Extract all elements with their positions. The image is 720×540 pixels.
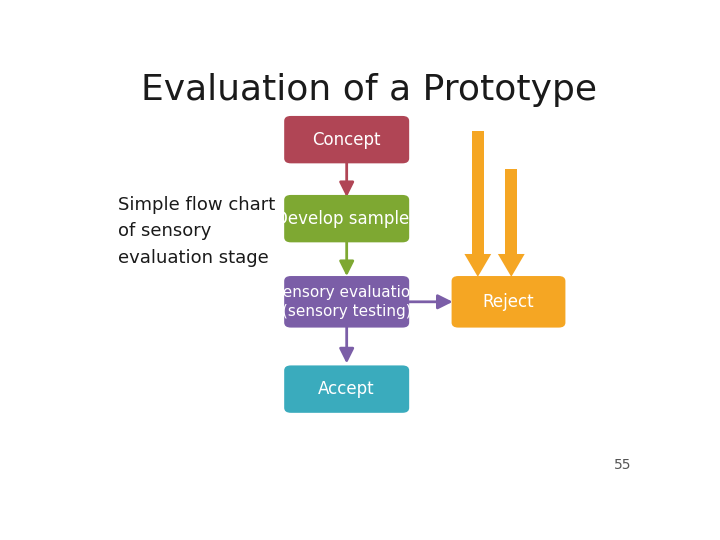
Polygon shape <box>498 254 525 277</box>
FancyBboxPatch shape <box>472 131 484 254</box>
Text: 55: 55 <box>613 458 631 472</box>
FancyBboxPatch shape <box>451 276 565 328</box>
FancyBboxPatch shape <box>284 195 409 242</box>
FancyBboxPatch shape <box>284 366 409 413</box>
Text: Reject: Reject <box>482 293 534 311</box>
Polygon shape <box>464 254 491 277</box>
Text: Simple flow chart
of sensory
evaluation stage: Simple flow chart of sensory evaluation … <box>118 195 275 267</box>
Text: Sensory evaluation
(sensory testing): Sensory evaluation (sensory testing) <box>274 285 420 319</box>
Text: Develop samples: Develop samples <box>275 210 418 228</box>
FancyBboxPatch shape <box>284 116 409 163</box>
Text: Evaluation of a Prototype: Evaluation of a Prototype <box>141 73 597 107</box>
Text: Accept: Accept <box>318 380 375 398</box>
Text: Concept: Concept <box>312 131 381 149</box>
FancyBboxPatch shape <box>505 168 518 254</box>
FancyBboxPatch shape <box>284 276 409 328</box>
